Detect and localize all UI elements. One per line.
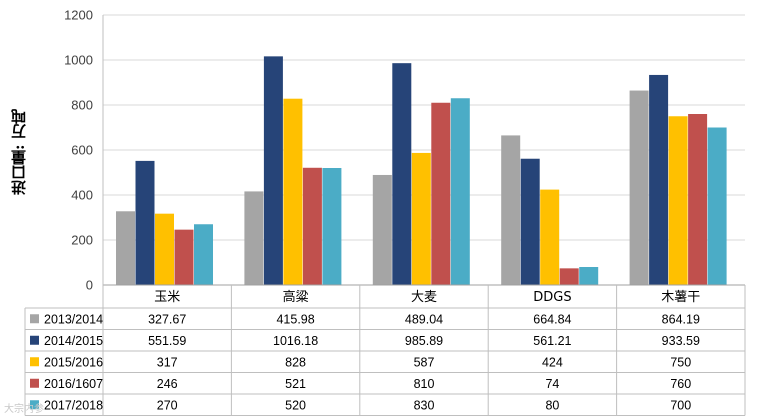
x-tick-label: DDGS	[533, 290, 571, 305]
data-label: 830	[414, 398, 435, 412]
x-tick-label: 玉米	[154, 290, 180, 305]
data-label: 760	[670, 377, 691, 391]
data-label: 327.67	[148, 312, 186, 326]
legend-swatch	[30, 357, 39, 367]
bar	[431, 102, 451, 285]
legend-label: 2014/2015	[44, 334, 103, 348]
legend-swatch	[30, 335, 39, 345]
data-label: 700	[670, 398, 691, 412]
y-tick-label: 1000	[64, 53, 93, 68]
legend-swatch	[30, 400, 39, 410]
bar	[649, 74, 669, 285]
legend-label: 2015/2016	[44, 355, 103, 369]
bar	[194, 224, 213, 285]
watermark: 大宗内参	[4, 404, 44, 415]
bar	[302, 167, 322, 285]
legend-label: 2017/2018	[44, 398, 103, 412]
data-label: 521	[285, 377, 306, 391]
y-tick-label: 1200	[64, 8, 93, 23]
data-label: 750	[670, 355, 691, 369]
bar	[174, 229, 194, 285]
data-label: 587	[414, 355, 435, 369]
data-label: 561.21	[533, 334, 571, 348]
y-tick-label: 0	[86, 278, 93, 293]
bar	[244, 191, 264, 285]
bar	[520, 158, 540, 285]
x-tick-label: 大麦	[411, 290, 437, 305]
data-label: 828	[285, 355, 306, 369]
bar	[579, 267, 599, 285]
data-label: 933.59	[662, 334, 700, 348]
data-label: 864.19	[662, 312, 700, 326]
bar	[629, 90, 649, 285]
y-tick-label: 200	[71, 233, 93, 248]
data-label: 664.84	[533, 312, 571, 326]
data-label: 270	[157, 398, 178, 412]
data-label: 246	[157, 377, 178, 391]
data-label: 551.59	[148, 334, 186, 348]
data-label: 415.98	[276, 312, 314, 326]
bar	[559, 268, 579, 285]
data-label: 317	[157, 355, 178, 369]
y-tick-label: 600	[71, 143, 93, 158]
data-label: 489.04	[405, 312, 443, 326]
bar	[322, 168, 342, 285]
bar	[135, 160, 155, 285]
bar	[392, 63, 412, 286]
data-label: 520	[285, 398, 306, 412]
data-label: 810	[414, 377, 435, 391]
bar	[688, 114, 708, 285]
bar	[116, 211, 135, 285]
bar	[411, 152, 431, 285]
x-tick-label: 木薯干	[661, 290, 700, 305]
bar	[283, 98, 303, 285]
data-label: 424	[542, 355, 563, 369]
y-tick-label: 400	[71, 188, 93, 203]
legend-swatch	[30, 378, 39, 388]
legend-swatch	[30, 314, 39, 324]
y-tick-label: 800	[71, 98, 93, 113]
bar	[372, 174, 392, 285]
bar	[450, 98, 470, 285]
x-tick-label: 高粱	[283, 289, 309, 305]
data-label: 1016.18	[273, 334, 318, 348]
data-label: 80	[545, 398, 559, 412]
bar	[155, 213, 174, 285]
bar	[540, 189, 560, 285]
bar	[501, 135, 521, 285]
data-label: 74	[545, 377, 559, 391]
data-label: 985.89	[405, 334, 443, 348]
y-axis-label: 进口量: 万吨	[10, 109, 28, 195]
bar	[668, 116, 688, 285]
bar	[263, 56, 283, 286]
bar	[707, 127, 727, 285]
legend-label: 2013/2014	[44, 312, 103, 326]
legend-label: 2016/1607	[44, 377, 103, 391]
